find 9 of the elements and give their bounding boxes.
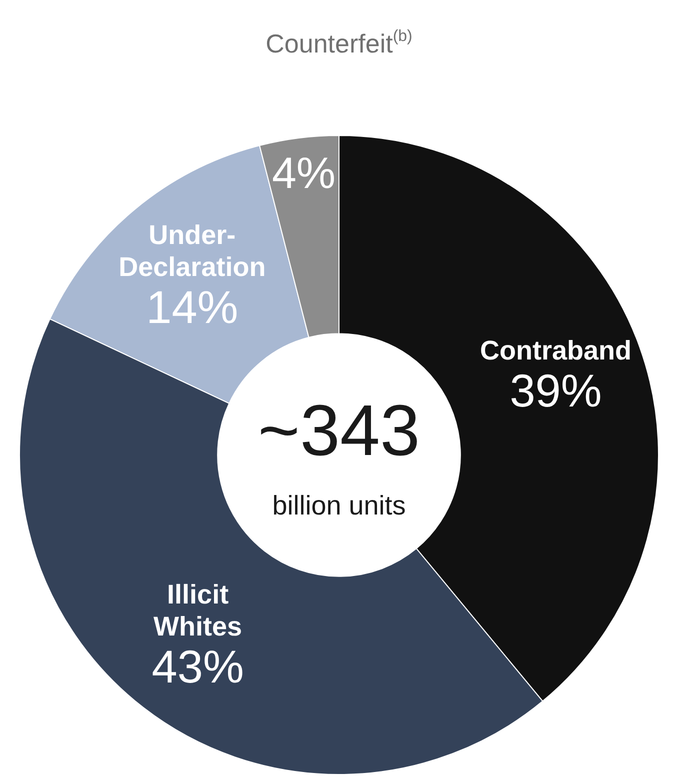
data-label: 39% <box>510 364 602 417</box>
text: billion units <box>272 490 406 520</box>
slice-label: Contraband <box>480 335 632 366</box>
data-label: 43% <box>152 640 244 693</box>
slice-label: Illicit Whites <box>154 579 242 642</box>
slice-label: Under-Declaration <box>118 220 266 282</box>
text: ~343 <box>258 390 420 471</box>
data-label: 14% <box>146 281 238 334</box>
data-label: 4% <box>272 149 336 198</box>
